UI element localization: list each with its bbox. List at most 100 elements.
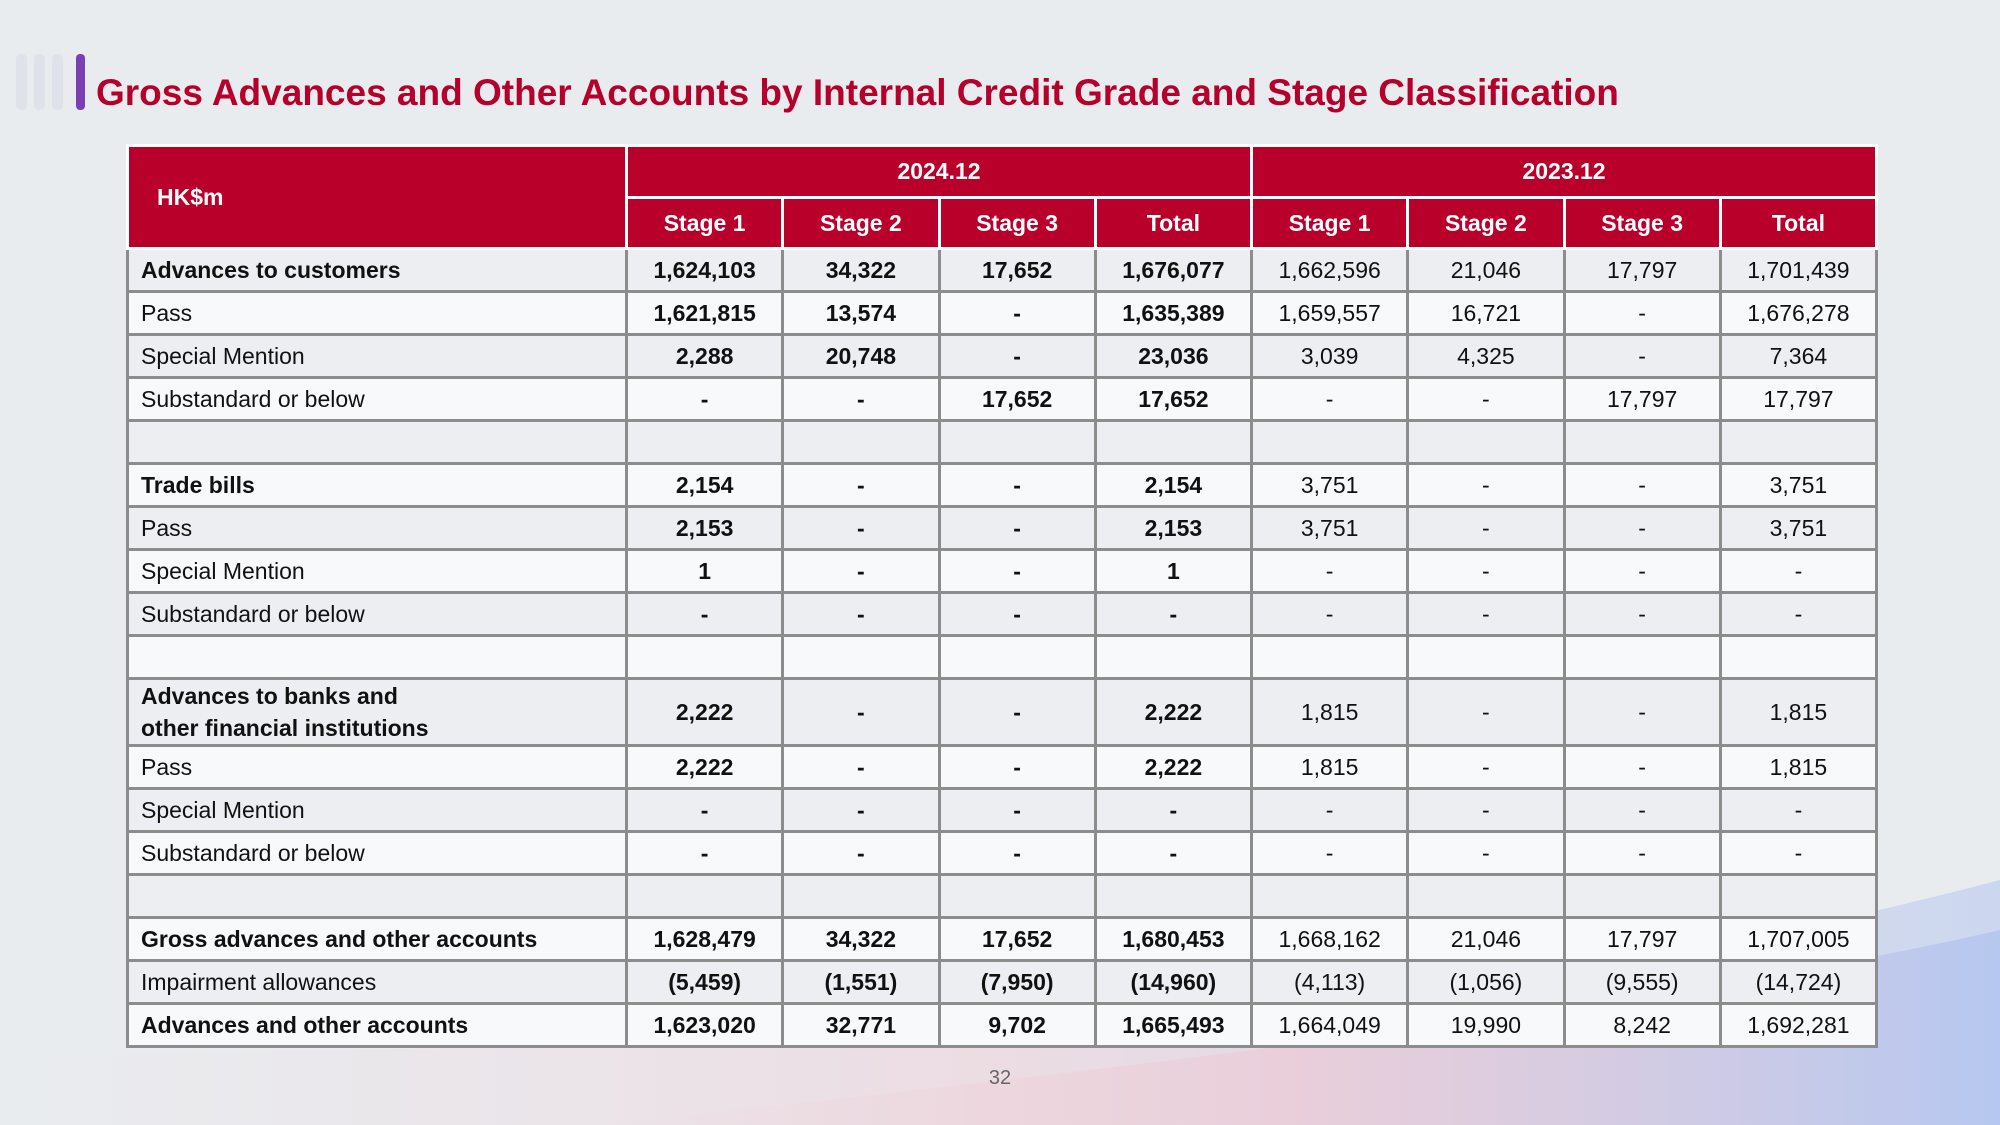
cell: (1,551) (781, 959, 941, 1005)
cell: 3,751 (1250, 462, 1410, 508)
cell: - (1093, 787, 1254, 833)
cell: 1,628,479 (624, 916, 785, 962)
cell: 2,154 (624, 462, 785, 508)
cell: - (1562, 830, 1722, 876)
empty-cell (937, 419, 1097, 465)
cell: 1,692,281 (1718, 1002, 1879, 1048)
cell: 3,751 (1250, 505, 1410, 551)
cell: 1,659,557 (1250, 290, 1410, 336)
empty-cell (1718, 419, 1879, 465)
cell: 1,815 (1250, 677, 1410, 747)
cell: (9,555) (1562, 959, 1722, 1005)
cell: 1,676,077 (1093, 247, 1254, 293)
row-label: Special Mention (126, 548, 628, 594)
cell: 19,990 (1406, 1002, 1566, 1048)
cell: - (1406, 830, 1566, 876)
cell: 23,036 (1093, 333, 1254, 379)
data-row: Substandard or below - - - - - - - - (126, 591, 1879, 637)
cell: 32,771 (781, 1002, 941, 1048)
cell: - (1406, 548, 1566, 594)
cell: 1,623,020 (624, 1002, 785, 1048)
empty-cell (1718, 873, 1879, 919)
cell: (7,950) (937, 959, 1097, 1005)
cell: - (1093, 591, 1254, 637)
cell: - (624, 787, 785, 833)
cell: - (1562, 505, 1722, 551)
empty-cell (624, 634, 785, 680)
cell: 17,797 (1562, 916, 1722, 962)
cell: - (1406, 744, 1566, 790)
cell: 1,624,103 (624, 247, 785, 293)
cell: 7,364 (1718, 333, 1879, 379)
wave (600, 930, 2000, 1125)
cell: 17,652 (937, 376, 1097, 422)
cell: 2,288 (624, 333, 785, 379)
empty-cell (1093, 634, 1254, 680)
cell: - (1406, 462, 1566, 508)
cell: (14,724) (1718, 959, 1879, 1005)
cell: - (624, 591, 785, 637)
cell: 1,621,815 (624, 290, 785, 336)
data-row: Special Mention - - - - - - - - (126, 787, 1879, 833)
empty-cell (1250, 873, 1410, 919)
cell: - (1562, 333, 1722, 379)
cell: 9,702 (937, 1002, 1097, 1048)
cell: - (624, 830, 785, 876)
cell: - (1093, 830, 1254, 876)
empty-cell (624, 873, 785, 919)
cell: - (781, 830, 941, 876)
cell: - (1250, 591, 1410, 637)
cell: 1 (1093, 548, 1254, 594)
data-row: Pass 2,153- -2,153 3,751- -3,751 (126, 505, 1879, 551)
empty-cell (126, 419, 628, 465)
row-label: Special Mention (126, 333, 628, 379)
cell: 1,707,005 (1718, 916, 1879, 962)
cell: 8,242 (1562, 1002, 1722, 1048)
data-row: Pass 1,621,815 13,574-1,635,389 1,659,557 16… (126, 290, 1879, 336)
row-label: Gross advances and other accounts (126, 916, 628, 962)
cell: (1,056) (1406, 959, 1566, 1005)
column-header: Stage 3 (937, 196, 1097, 250)
cell: 17,652 (937, 247, 1097, 293)
cell: 34,322 (781, 916, 941, 962)
cell: - (937, 462, 1097, 508)
cell: 17,652 (937, 916, 1097, 962)
cell: 1,664,049 (1250, 1002, 1410, 1048)
empty-cell (1250, 634, 1410, 680)
row-label: Special Mention (126, 787, 628, 833)
cell: 1,815 (1250, 744, 1410, 790)
cell: - (1562, 290, 1722, 336)
column-header: Total (1093, 196, 1254, 250)
cell: - (1562, 677, 1722, 747)
bar-icon (52, 54, 63, 110)
row-label: Impairment allowances (126, 959, 628, 1005)
data-row: Advances to customers 1,624,103 34,322 17,6… (126, 247, 1879, 293)
column-header: Total (1718, 196, 1879, 250)
empty-cell (1718, 634, 1879, 680)
cell: - (1562, 787, 1722, 833)
cell: - (1718, 830, 1879, 876)
cell: - (1562, 548, 1722, 594)
cell: - (937, 548, 1097, 594)
page-number: 32 (988, 1067, 1012, 1089)
data-row: Impairment allowances (5,459) (1,551) (7,95… (126, 959, 1879, 1005)
empty-cell (937, 634, 1097, 680)
data-row: Substandard or below - - - - - - - - (126, 830, 1879, 876)
cell: 1,815 (1718, 677, 1879, 747)
cell: 1,635,389 (1093, 290, 1254, 336)
cell: - (781, 744, 941, 790)
cell: 17,652 (1093, 376, 1254, 422)
unit-header: HK$m (126, 144, 628, 250)
cell: - (781, 376, 941, 422)
cell: 2,153 (624, 505, 785, 551)
cell: 3,751 (1718, 462, 1879, 508)
empty-cell (624, 419, 785, 465)
data-row: Substandard or below - -17,652 17,652- -17,7… (126, 376, 1879, 422)
row-label: Substandard or below (126, 591, 628, 637)
title: Gross Advances and Other Accounts by Int… (96, 72, 1619, 113)
row-label: Pass (126, 290, 628, 336)
cell: - (937, 787, 1097, 833)
